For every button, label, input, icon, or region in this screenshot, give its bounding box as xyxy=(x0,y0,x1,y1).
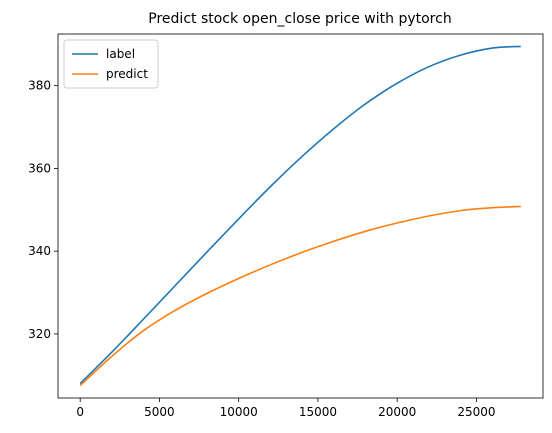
legend-label-label: label xyxy=(106,47,135,61)
series-line-predict xyxy=(79,205,521,387)
x-tick-label: 10000 xyxy=(220,405,258,419)
x-tick-label: 0 xyxy=(76,405,84,419)
y-tick-label: 340 xyxy=(28,244,51,258)
axes-frame xyxy=(57,33,544,399)
series-line-label xyxy=(79,45,521,385)
chart-title: Predict stock open_close price with pyto… xyxy=(148,11,451,27)
x-tick-label: 20000 xyxy=(378,405,416,419)
legend-box xyxy=(63,39,159,89)
x-tick-label: 5000 xyxy=(144,405,175,419)
x-tick-label: 25000 xyxy=(457,405,495,419)
y-tick-label: 320 xyxy=(28,327,51,341)
x-axis: 0 5000 10000 15000 20000 25000 xyxy=(76,398,496,419)
y-axis: 320 340 360 380 xyxy=(28,79,58,341)
y-tick-label: 360 xyxy=(28,161,51,175)
y-tick-label: 380 xyxy=(28,79,51,93)
legend-label-predict: predict xyxy=(106,67,148,81)
x-tick-label: 15000 xyxy=(299,405,337,419)
plot-area xyxy=(79,45,521,387)
legend: label predict xyxy=(63,39,159,89)
